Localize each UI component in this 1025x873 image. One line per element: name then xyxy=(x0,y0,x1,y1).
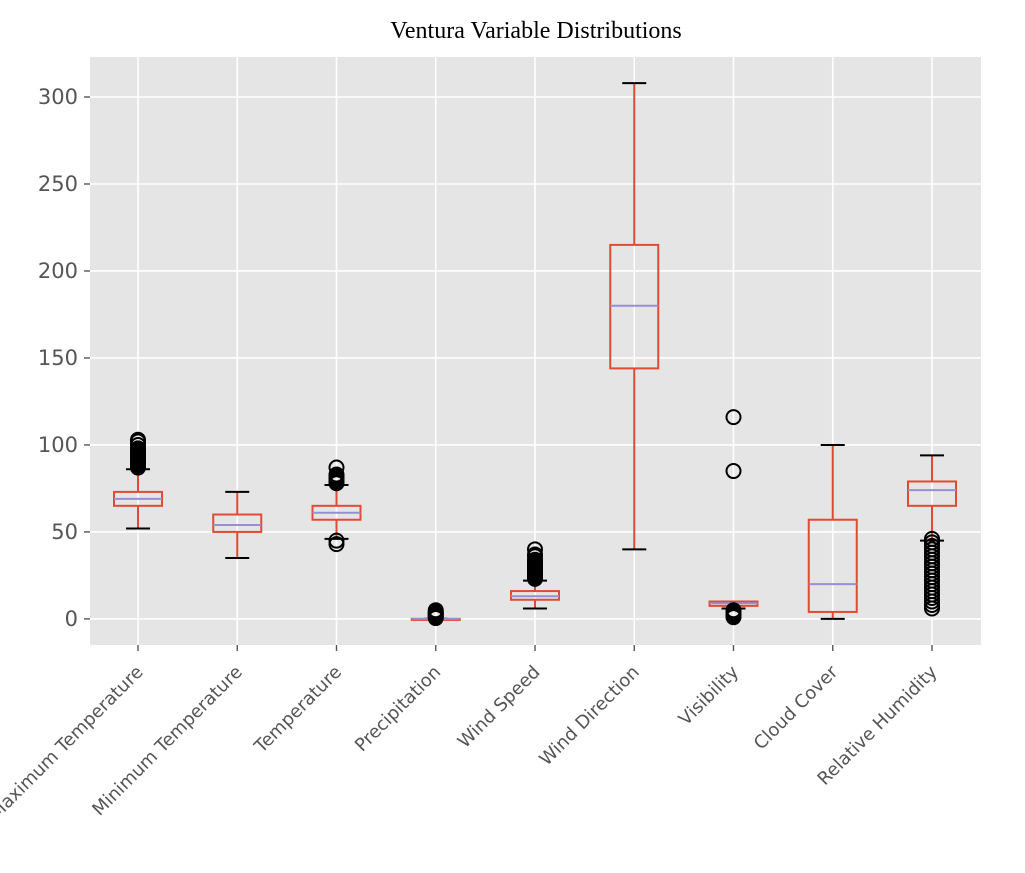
chart-title: Ventura Variable Distributions xyxy=(390,18,682,44)
box-2 xyxy=(212,490,263,560)
box-1 xyxy=(113,431,163,530)
flier-point xyxy=(130,431,146,448)
flier-point xyxy=(725,409,742,426)
box-6 xyxy=(609,82,660,551)
flier-point xyxy=(328,466,345,483)
x-tick-label: Precipitation xyxy=(351,662,445,756)
y-tick-label: 250 xyxy=(38,172,78,196)
x-tick-label: Cloud Cover xyxy=(750,661,843,754)
flier-point xyxy=(527,546,543,563)
y-tick-label: 200 xyxy=(38,259,78,283)
box-4 xyxy=(410,602,461,627)
flier-point xyxy=(328,459,345,476)
box-5 xyxy=(510,541,560,610)
flier-point xyxy=(527,541,543,558)
box-3 xyxy=(311,459,362,553)
y-tick-label: 0 xyxy=(65,607,78,631)
flier-point xyxy=(328,532,345,549)
y-tick-label: 100 xyxy=(38,433,78,457)
grid-lines xyxy=(90,57,981,645)
box-iqr xyxy=(212,513,263,533)
x-tick-label: Wind Speed xyxy=(454,662,545,753)
box-7 xyxy=(708,409,759,626)
box-iqr xyxy=(807,518,858,613)
flier-point xyxy=(725,463,742,480)
x-tick-label: Maximum Temperature xyxy=(0,662,148,824)
boxes xyxy=(113,82,957,627)
box-9 xyxy=(907,454,957,617)
flier-point xyxy=(924,530,940,547)
x-tick-label: Temperature xyxy=(250,662,346,758)
x-tick-label: Visibility xyxy=(675,661,743,729)
y-tick-label: 150 xyxy=(38,346,78,370)
y-tick-label: 300 xyxy=(38,85,78,109)
box-8 xyxy=(807,443,858,620)
box-iqr xyxy=(907,480,957,507)
y-axis: 0 50 100 150 200 250 300 xyxy=(38,85,90,631)
x-tick-label: Wind Direction xyxy=(535,662,643,770)
y-tick-label: 50 xyxy=(51,520,78,544)
flier-point xyxy=(427,602,444,619)
flier-point xyxy=(725,602,742,619)
